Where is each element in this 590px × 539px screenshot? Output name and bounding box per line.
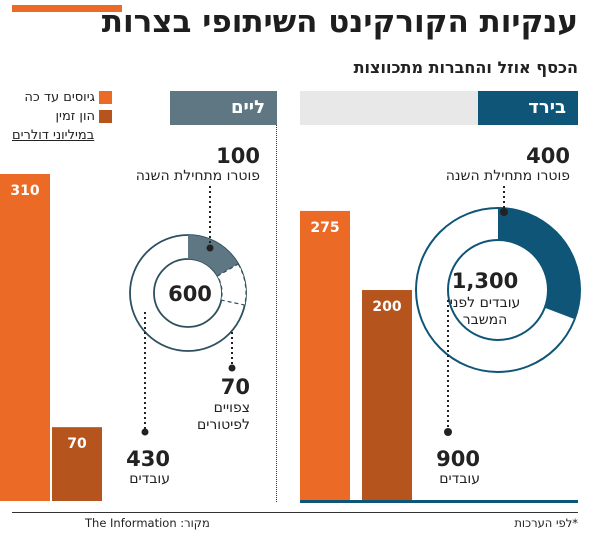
bird-employees-before-value: 1,300	[451, 269, 519, 293]
lime-expected-caption-2: לפיטורים	[196, 417, 250, 433]
lime-donut-laid-off-slice	[188, 235, 239, 276]
bird-employees-now-caption: עובדים	[439, 471, 480, 487]
lime-employees-now-value: 430	[126, 447, 170, 471]
bar-label-lime-valuation: 70	[67, 436, 87, 452]
bird-laid-off-value: 400	[526, 144, 570, 168]
bird-laid-off-caption: פוטרו מתחילת השנה	[445, 168, 570, 184]
panel-header-lime: ליים	[170, 91, 277, 125]
lime-laid-off-caption: פוטרו מתחילת השנה	[135, 168, 260, 184]
panel-header-bird: בירד	[478, 91, 578, 125]
lime-laid-off-value: 100	[216, 144, 260, 168]
lime-donut-inner-outline	[153, 258, 223, 328]
legend: גיוסים עד כה הון זמין במיליוני דולרים	[12, 90, 112, 143]
bar-bird-raised	[300, 210, 350, 501]
bird-employees-now-value: 900	[436, 447, 480, 471]
lime-leader-remaining-dot	[141, 428, 149, 436]
bird-employees-before-caption-1: עובדים לפני	[449, 295, 521, 311]
bar-label-bird-valuation: 200	[372, 299, 401, 315]
panel-header-bird-bar	[300, 91, 478, 125]
title-accent-rule	[12, 5, 122, 12]
lime-employees-now-caption: עובדים	[129, 471, 170, 487]
page-subtitle: הכסף אוזל והחברות מתכווצות	[353, 58, 578, 77]
bird-donut-laid-off-slice	[498, 208, 580, 320]
unit-label: במיליוני דולרים	[12, 128, 95, 143]
bird-employees-before-caption-2: המשבר	[462, 312, 508, 328]
legend-label-raised: גיוסים עד כה	[24, 90, 95, 105]
lime-employees-before-value: 600	[168, 282, 212, 306]
footer-note: *לפי הערכות	[514, 516, 578, 530]
legend-label-valuation: הון זמין	[55, 109, 96, 124]
lime-leader-expected-dot	[228, 364, 236, 372]
legend-item-valuation: הון זמין	[12, 109, 112, 124]
bar-lime-raised	[0, 174, 50, 501]
bar-label-bird-raised: 275	[310, 220, 339, 236]
lime-donut-expected-slice	[216, 263, 247, 306]
bar-bird-valuation	[362, 290, 412, 501]
legend-item-raised: גיוסים עד כה	[12, 90, 112, 105]
footer-source: מקור: The Information	[85, 516, 210, 530]
baseline-bird	[300, 500, 578, 503]
lime-expected-caption-1: צפויים	[213, 400, 250, 416]
legend-swatch-raised	[99, 91, 112, 104]
panel-divider	[276, 92, 277, 502]
bar-lime-valuation	[52, 427, 102, 501]
bar-label-lime-raised: 310	[10, 183, 39, 199]
legend-swatch-valuation	[99, 110, 112, 123]
bird-donut-inner-outline	[447, 239, 549, 341]
lime-expected-value: 70	[220, 375, 250, 399]
footer-rule	[12, 512, 578, 513]
bird-leader-remaining-dot	[444, 428, 452, 436]
lime-leader-laid-off-dot	[206, 244, 214, 252]
bird-leader-laid-off-dot	[500, 208, 508, 216]
page-title: ענקיות הקורקינט השיתופי בצרות	[101, 4, 578, 40]
